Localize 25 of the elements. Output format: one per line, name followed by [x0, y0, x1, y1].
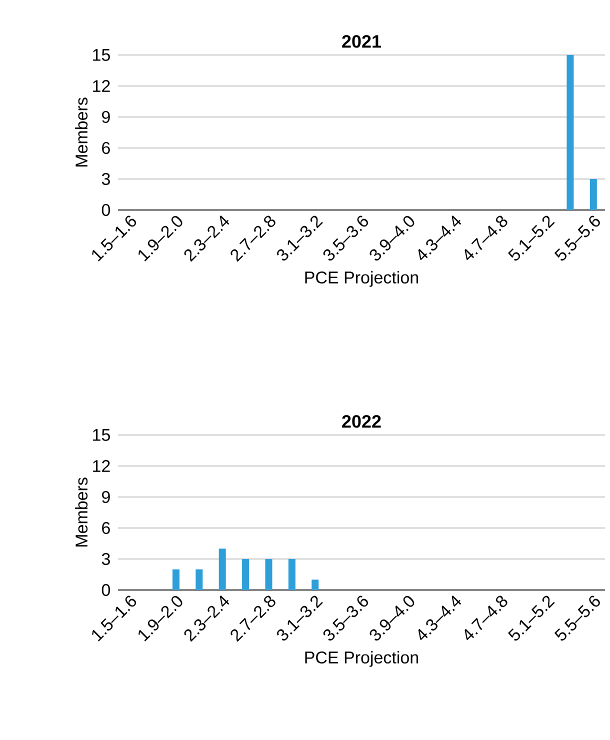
chart-title: 2022 — [342, 415, 381, 428]
y-tick-label: 15 — [93, 429, 110, 441]
y-tick-label: 0 — [102, 204, 110, 216]
y-tick-label: 3 — [102, 552, 110, 566]
x-axis-title: PCE Projection — [305, 271, 418, 287]
bar — [242, 558, 250, 590]
y-axis-title: Members — [75, 98, 88, 167]
bar — [218, 548, 226, 590]
y-axis-title: Members — [75, 478, 88, 547]
y-tick-label: 12 — [93, 80, 110, 92]
y-tick-label: 3 — [102, 172, 110, 186]
y-tick-label: 0 — [102, 584, 110, 596]
bar — [312, 580, 319, 590]
bar — [196, 569, 203, 590]
y-tick-label: 12 — [93, 460, 110, 472]
y-tick-label: 15 — [93, 49, 110, 61]
bar — [172, 569, 180, 590]
chart-title: 2021 — [342, 35, 382, 48]
y-tick-label: 9 — [102, 490, 110, 504]
y-tick-label: 6 — [102, 142, 110, 154]
y-tick-label: 9 — [102, 110, 110, 124]
bar — [265, 558, 272, 590]
x-axis-title: PCE Projection — [305, 651, 418, 667]
y-tick-label: 6 — [102, 522, 110, 534]
bar — [288, 558, 296, 590]
